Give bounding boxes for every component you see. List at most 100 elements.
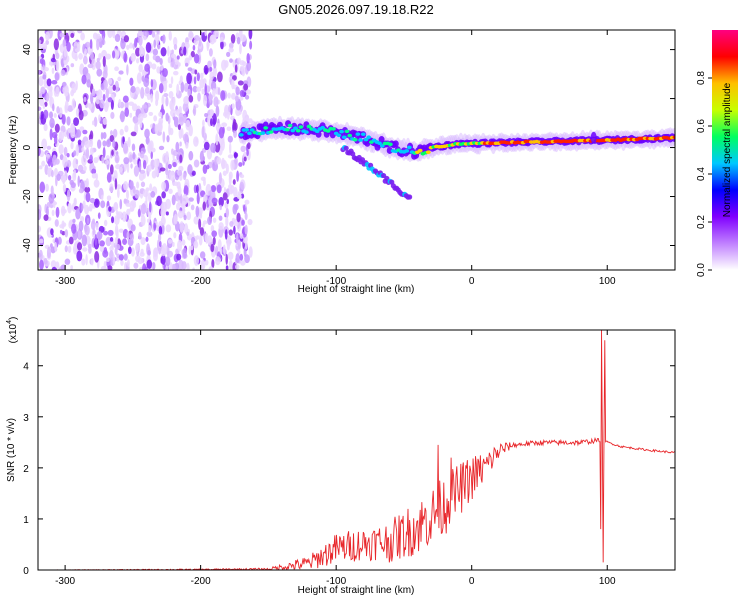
spectrogram-noise-blob: [96, 38, 100, 51]
spectrogram-noise-region: [38, 30, 253, 270]
spectrogram-ridge-core: [339, 129, 344, 134]
spectrogram-noise-blob: [248, 118, 253, 124]
spectrogram-noise-blob: [160, 216, 166, 226]
spectrogram-noise-blob: [158, 225, 163, 236]
spectrogram-noise-blob: [66, 152, 70, 158]
spectrogram-noise-blob: [73, 150, 77, 157]
spectrogram-ridge-core: [425, 150, 431, 154]
spectrogram-noise-blob: [236, 193, 242, 200]
spectrogram-noise-blob: [46, 145, 52, 150]
spectrogram-noise-blob: [225, 253, 228, 265]
spectrogram-noise-blob: [193, 53, 200, 64]
spectrogram-noise-blob: [38, 75, 44, 87]
spectrogram-noise-blob: [144, 63, 151, 72]
spectrogram-noise-blob: [84, 204, 90, 215]
spectrogram-noise-blob: [137, 257, 144, 265]
snr-x-tick-label: -200: [191, 576, 211, 587]
spectrogram-noise-blob: [209, 109, 214, 117]
spectrogram-noise-blob: [213, 59, 217, 69]
spectrogram-noise-blob: [51, 209, 55, 216]
spectrogram-noise-blob: [244, 224, 248, 235]
spectrogram-noise-blob: [131, 103, 138, 112]
spectrogram-noise-blob: [147, 164, 152, 173]
spectrogram-noise-blob: [38, 145, 41, 157]
spectrogram-noise-blob: [129, 154, 133, 163]
spectrogram-noise-blob: [136, 181, 140, 189]
spectrogram-noise-blob: [78, 220, 84, 232]
spectrogram-noise-blob: [41, 43, 48, 50]
spectrogram-noise-blob: [114, 178, 118, 190]
spectrogram-noise-blob: [210, 80, 217, 91]
spectrogram-noise-blob: [68, 174, 72, 181]
spectrogram-noise-blob: [139, 251, 145, 257]
spectrogram-noise-blob: [249, 40, 253, 50]
spectrogram-noise-blob: [42, 74, 47, 80]
spectrogram-ridge-core: [244, 128, 250, 132]
spectrogram-noise-blob: [237, 80, 244, 86]
spectrogram-ridge-feature: [590, 131, 597, 144]
spectrogram-noise-blob: [138, 172, 145, 181]
spectrogram-noise-blob: [228, 184, 233, 190]
spectrogram-noise-blob: [207, 60, 212, 69]
spectrogram-noise-blob: [228, 259, 233, 270]
spectrogram-noise-blob: [146, 218, 151, 223]
colorbar-label: Normalized spectral amplitude: [722, 82, 733, 217]
snr-y-scale-text: (x104): [6, 317, 19, 344]
spectrogram-noise-blob: [225, 265, 229, 270]
spectrogram-noise-blob: [80, 215, 85, 223]
spectrogram-ridge-core: [387, 142, 393, 147]
spectrogram-x-tick-label: 0: [469, 276, 475, 287]
spectrogram-noise-blob: [107, 85, 113, 95]
spectrogram-noise-blob: [125, 202, 132, 207]
spectrogram-noise-blob: [200, 259, 206, 270]
spectrogram-noise-blob: [87, 103, 93, 109]
spectrogram-noise-blob: [229, 58, 233, 63]
spectrogram-noise-blob: [56, 173, 61, 181]
spectrogram-noise-blob: [60, 264, 66, 270]
spectrogram-noise-blob: [158, 111, 163, 117]
spectrogram-noise-blob: [176, 83, 180, 95]
spectrogram-noise-blob: [153, 158, 160, 168]
spectrogram-noise-blob: [100, 200, 106, 209]
spectrogram-noise-blob: [76, 41, 81, 51]
spectrogram-noise-blob: [168, 83, 173, 88]
spectrogram-noise-blob: [166, 135, 170, 143]
spectrogram-noise-blob: [167, 56, 171, 64]
spectrogram-noise-blob: [151, 147, 156, 153]
spectrogram-noise-blob: [224, 229, 228, 240]
spectrogram-noise-blob: [158, 145, 165, 151]
spectrogram-noise-blob: [169, 170, 175, 181]
spectrogram-noise-blob: [212, 217, 217, 223]
spectrogram-noise-blob: [85, 178, 89, 188]
spectrogram-noise-blob: [95, 60, 101, 70]
spectrogram-noise-blob: [233, 152, 239, 158]
spectrogram-noise-blob: [152, 251, 158, 262]
colorbar-tick-label: 0.2: [696, 215, 707, 229]
spectrogram-noise-blob: [183, 214, 187, 221]
spectrogram-noise-blob: [244, 199, 250, 205]
spectrogram-noise-blob: [148, 111, 154, 116]
spectrogram-noise-blob: [245, 116, 250, 121]
spectrogram-noise-blob: [51, 131, 58, 139]
spectrogram-noise-blob: [89, 197, 96, 204]
spectrogram-noise-blob: [158, 240, 162, 248]
spectrogram-noise-blob: [142, 189, 149, 198]
spectrogram-noise-blob: [81, 234, 88, 247]
spectrogram-noise-blob: [82, 129, 88, 135]
spectrogram-noise-blob: [145, 53, 150, 62]
spectrogram-noise-blob: [61, 114, 66, 125]
spectrogram-noise-blob: [67, 105, 74, 112]
spectrogram-noise-blob: [43, 257, 48, 265]
spectrogram-noise-blob: [140, 237, 146, 245]
spectrogram-noise-blob: [123, 198, 127, 204]
spectrogram-noise-blob: [215, 133, 219, 146]
spectrogram-ridge-core: [314, 129, 320, 134]
spectrogram-noise-blob: [162, 80, 168, 93]
spectrogram-noise-blob: [188, 197, 194, 202]
spectrogram-noise-blob: [143, 77, 150, 88]
snr-y-scale-suffix: ): [8, 317, 19, 320]
spectrogram-noise-blob: [218, 172, 222, 185]
spectrogram-noise-blob: [130, 200, 137, 206]
spectrogram-noise-blob: [76, 250, 83, 262]
spectrogram-noise-blob: [235, 253, 240, 264]
